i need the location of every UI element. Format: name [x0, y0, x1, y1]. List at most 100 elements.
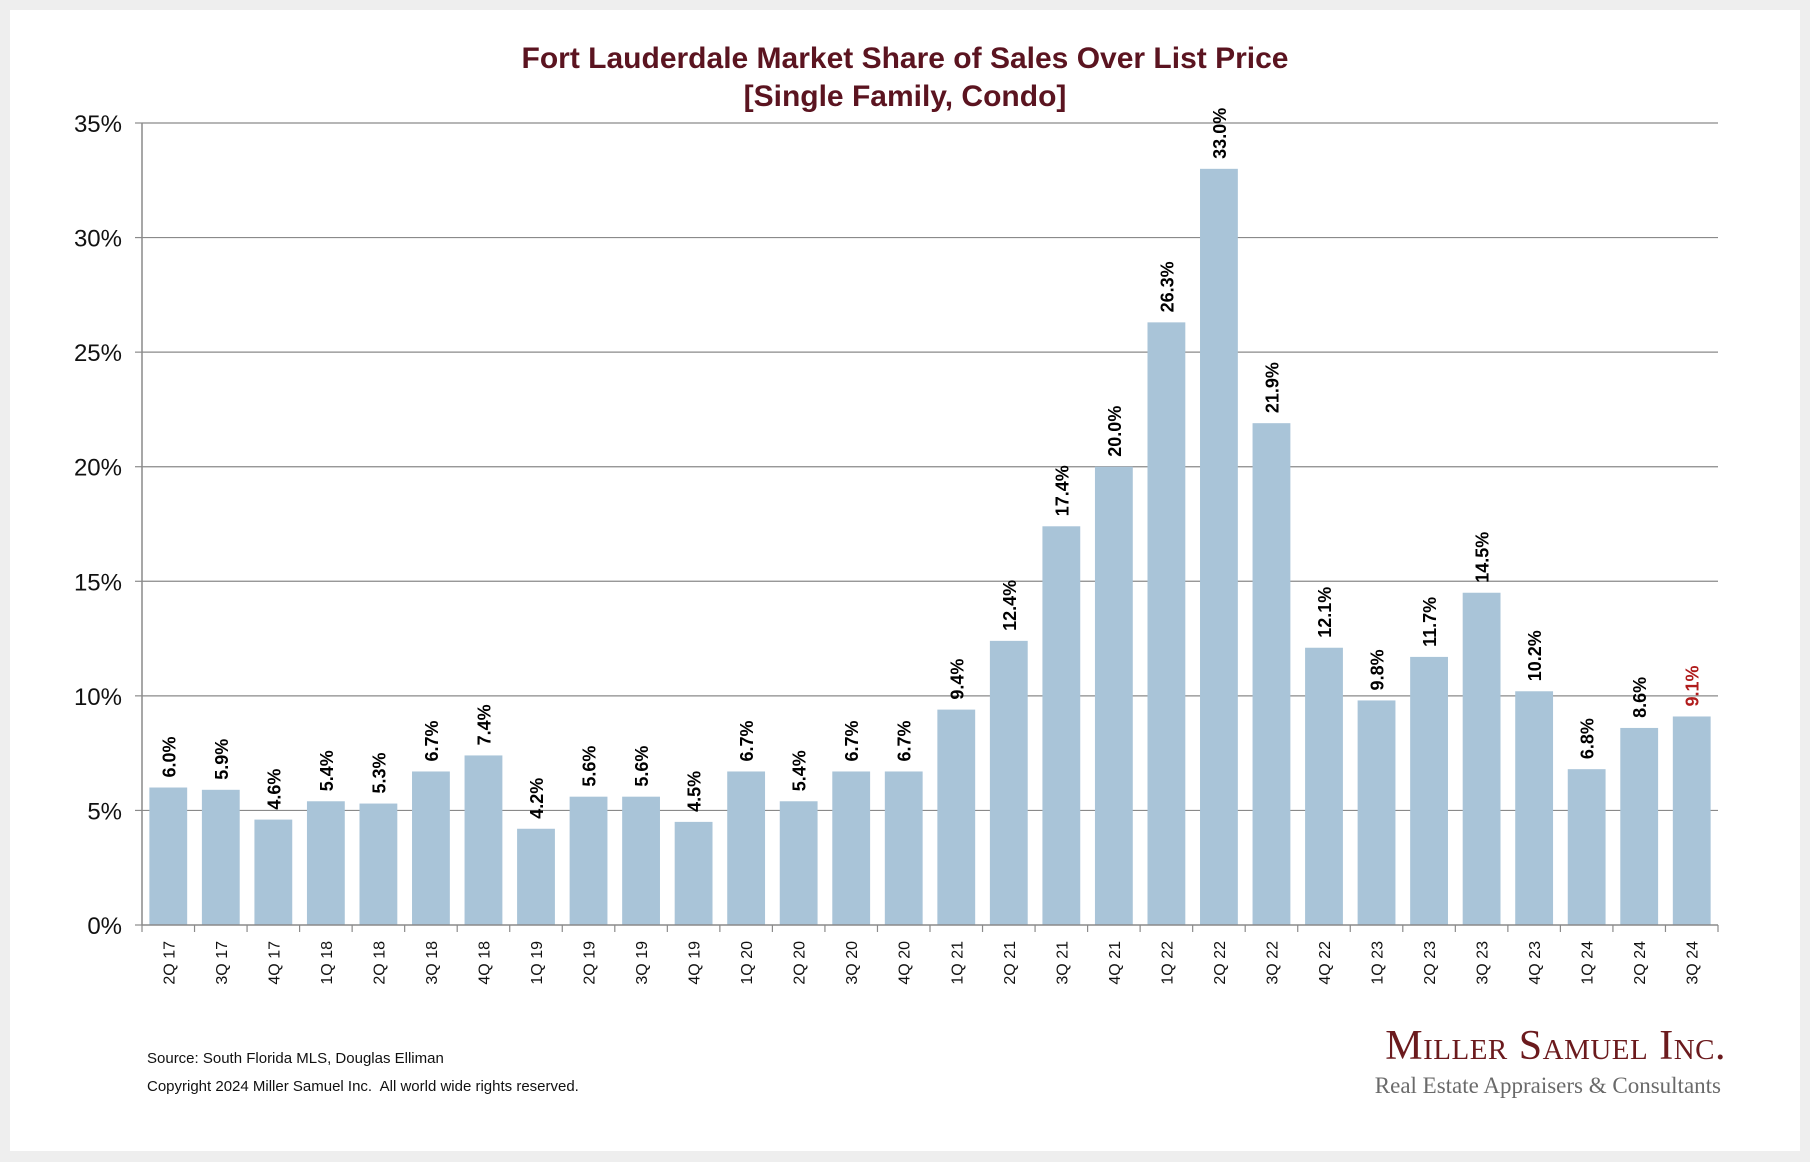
bar [517, 828, 555, 925]
data-label: 6.0% [159, 736, 179, 777]
data-label: 6.7% [842, 720, 862, 761]
x-tick-label: 4Q 20 [897, 941, 914, 985]
company-logo: Miller Samuel Inc. [1385, 1023, 1726, 1069]
x-tick-label: 3Q 21 [1054, 941, 1071, 985]
bar [779, 801, 818, 925]
x-tick-label: 1Q 20 [739, 941, 756, 985]
bar [359, 803, 398, 925]
y-tick-label: 0% [87, 913, 122, 940]
source-note: Source: South Florida MLS, Douglas Ellim… [147, 1050, 444, 1067]
x-tick-label: 2Q 24 [1632, 941, 1649, 985]
y-axis-ticks: 0% 5% 10% 15% 20% 25% 30% 35% [74, 111, 142, 940]
bar [306, 801, 345, 925]
x-tick-label: 3Q 19 [634, 941, 651, 985]
data-label: 7.4% [474, 704, 494, 745]
data-label: 11.7% [1420, 597, 1440, 647]
bar [1147, 322, 1186, 926]
bar [1042, 526, 1081, 925]
data-label: 9.4% [947, 659, 967, 700]
bar [1200, 168, 1238, 926]
x-tick-label: 4Q 23 [1527, 941, 1544, 985]
gridlines [142, 122, 1718, 812]
x-tick-label: 2Q 17 [161, 941, 178, 985]
data-label: 5.4% [790, 750, 810, 791]
data-label: 33.0% [1210, 108, 1230, 159]
y-tick-label: 15% [74, 569, 122, 596]
x-tick-label: 4Q 17 [266, 941, 283, 985]
data-label: 10.2% [1525, 630, 1545, 681]
x-tick-label: 3Q 23 [1475, 941, 1492, 985]
data-label: 14.5% [1473, 532, 1493, 583]
x-tick-label: 2Q 19 [582, 941, 599, 985]
x-tick-label: 2Q 23 [1422, 941, 1439, 985]
chart-title-block: Fort Lauderdale Market Share of Sales Ov… [0, 40, 1810, 116]
data-label: 12.4% [1000, 580, 1020, 631]
data-label: 21.9% [1262, 362, 1282, 413]
chart-card [10, 10, 1800, 1151]
bar [1672, 716, 1711, 925]
bar [1567, 769, 1606, 925]
data-label: 9.1% [1683, 665, 1703, 706]
data-label: 6.7% [422, 720, 442, 761]
bars [149, 168, 1711, 926]
data-label: 8.6% [1630, 677, 1650, 718]
data-label: 4.2% [527, 778, 547, 819]
x-axis-ticks: 2Q 17 3Q 17 4Q 17 1Q 18 2Q 18 3Q 18 4Q 18 1Q 19… [141, 925, 1719, 985]
bar [1620, 727, 1659, 925]
chart-subtitle: [Single Family, Condo] [743, 80, 1067, 113]
x-tick-label: 1Q 18 [319, 941, 336, 985]
y-tick-label: 25% [74, 340, 122, 367]
x-tick-label: 3Q 18 [424, 941, 441, 985]
data-label: 6.7% [895, 720, 915, 761]
bar [1305, 647, 1343, 925]
bar [201, 789, 240, 925]
bar [1094, 466, 1133, 925]
data-label: 6.7% [737, 720, 757, 761]
bar [884, 771, 923, 925]
bar [1357, 700, 1396, 925]
x-tick-label: 2Q 21 [1002, 941, 1019, 985]
x-tick-label: 4Q 21 [1107, 941, 1124, 985]
bar [1462, 592, 1501, 925]
x-tick-label: 1Q 21 [949, 941, 966, 985]
x-tick-label: 2Q 18 [371, 941, 388, 985]
data-label: 5.3% [369, 753, 389, 794]
bar [674, 821, 713, 925]
data-label: 5.6% [632, 746, 652, 787]
x-tick-label: 3Q 20 [844, 941, 861, 985]
x-tick-label: 4Q 22 [1317, 941, 1334, 985]
bar [937, 709, 976, 925]
x-tick-label: 1Q 19 [529, 941, 546, 985]
y-tick-label: 20% [74, 455, 122, 482]
data-label: 5.4% [317, 750, 337, 791]
bar [1410, 656, 1448, 925]
x-tick-label: 3Q 24 [1685, 941, 1702, 985]
copyright-note: Copyright 2024 Miller Samuel Inc. All wo… [147, 1078, 579, 1095]
bar [1515, 691, 1554, 925]
x-tick-label: 2Q 22 [1212, 941, 1229, 985]
axes [141, 123, 1718, 926]
data-label: 9.8% [1368, 649, 1388, 690]
y-tick-label: 30% [74, 226, 122, 253]
x-tick-label: 3Q 22 [1264, 941, 1281, 985]
x-tick-label: 4Q 18 [476, 941, 493, 985]
bar [149, 787, 188, 925]
bar [1252, 423, 1291, 925]
data-label: 4.5% [685, 771, 705, 812]
bar [989, 640, 1028, 925]
bar [832, 771, 871, 925]
y-tick-label: 35% [74, 111, 122, 138]
bar [464, 755, 503, 925]
x-tick-label: 1Q 24 [1580, 941, 1597, 985]
bar [727, 771, 766, 925]
bar [254, 819, 293, 925]
x-tick-label: 2Q 20 [792, 941, 809, 985]
chart-title: Fort Lauderdale Market Share of Sales Ov… [521, 42, 1289, 75]
data-label: 5.9% [212, 739, 232, 780]
y-tick-label: 5% [87, 798, 122, 825]
data-labels: 6.0% 5.9% 4.6% 5.4% 5.3% 6.7% 7.4% 4.2% 5.6% 5.6%… [159, 108, 1702, 819]
x-tick-label: 3Q 17 [214, 941, 231, 985]
data-label: 5.6% [580, 746, 600, 787]
data-label: 17.4% [1052, 465, 1072, 516]
